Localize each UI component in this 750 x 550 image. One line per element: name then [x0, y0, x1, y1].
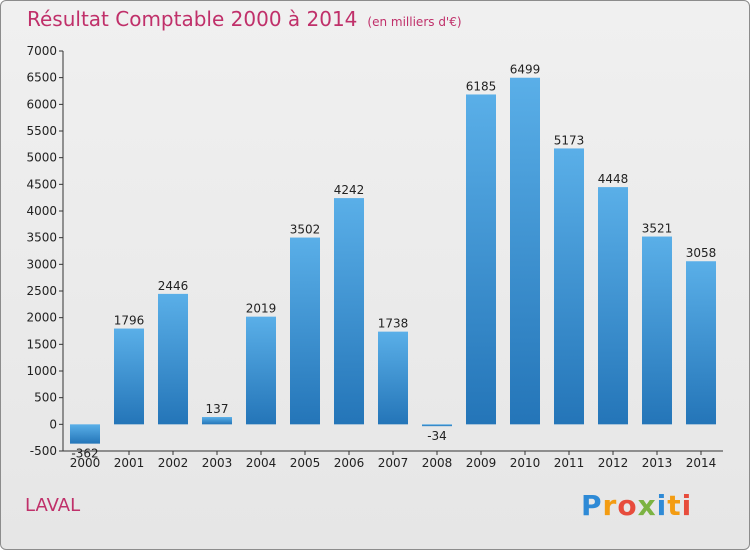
x-tick-label-2001: 2001	[114, 456, 145, 470]
value-label-2008: -34	[427, 429, 447, 443]
y-tick-label: -500	[30, 444, 57, 458]
bar-2005	[290, 237, 320, 425]
chart-subtitle: (en milliers d'€)	[367, 15, 462, 29]
y-tick-label: 2000	[26, 311, 57, 325]
value-label-2003: 137	[206, 402, 229, 416]
x-tick-label-2006: 2006	[334, 456, 365, 470]
x-tick-label-2014: 2014	[686, 456, 717, 470]
y-tick-label: 3500	[26, 231, 57, 245]
value-label-2007: 1738	[378, 317, 409, 331]
bar-2000	[70, 424, 100, 444]
bar-2008	[422, 424, 452, 427]
x-tick-label-2002: 2002	[158, 456, 189, 470]
value-label-2013: 3521	[642, 222, 673, 236]
x-tick-label-2013: 2013	[642, 456, 673, 470]
y-tick-label: 4500	[26, 177, 57, 191]
y-tick-label: 5000	[26, 151, 57, 165]
y-tick-label: 3000	[26, 257, 57, 271]
bar-2001	[114, 328, 144, 425]
y-tick-label: 1500	[26, 337, 57, 351]
x-tick-label-2005: 2005	[290, 456, 321, 470]
y-tick-label: 2500	[26, 284, 57, 298]
bar-2009	[466, 94, 496, 425]
value-label-2012: 4448	[598, 172, 629, 186]
x-tick-label-2010: 2010	[510, 456, 541, 470]
y-tick-label: 0	[49, 417, 57, 431]
bar-2010	[510, 77, 540, 425]
place-name: LAVAL	[25, 495, 81, 516]
y-tick-label: 4000	[26, 204, 57, 218]
bar-2014	[686, 261, 716, 425]
y-tick-label: 6500	[26, 71, 57, 85]
y-tick-label: 500	[34, 391, 57, 405]
bar-2002	[158, 293, 188, 425]
value-label-2011: 5173	[554, 133, 585, 147]
bar-2013	[642, 236, 672, 425]
x-tick-label-2004: 2004	[246, 456, 277, 470]
x-tick-label-2007: 2007	[378, 456, 409, 470]
brand-letter: i	[656, 489, 668, 522]
bar-2006	[334, 198, 364, 425]
x-tick-label-2011: 2011	[554, 456, 585, 470]
x-tick-label-2008: 2008	[422, 456, 453, 470]
value-label-2005: 3502	[290, 223, 321, 237]
value-label-2009: 6185	[466, 79, 497, 93]
brand-letter: x	[637, 489, 657, 522]
value-label-2001: 1796	[114, 314, 145, 328]
value-label-2002: 2446	[158, 279, 189, 293]
brand-letter: o	[617, 489, 638, 522]
bar-2007	[378, 331, 408, 425]
brand-letter: i	[681, 489, 693, 522]
x-tick-label-2003: 2003	[202, 456, 233, 470]
y-tick-label: 5500	[26, 124, 57, 138]
brand-letter: r	[602, 489, 618, 522]
bar-2012	[598, 187, 628, 425]
value-label-2004: 2019	[246, 302, 277, 316]
brand-logo: Proxiti	[581, 489, 692, 522]
chart-title: Résultat Comptable 2000 à 2014 (en millie…	[27, 7, 462, 31]
brand-letter: t	[667, 489, 682, 522]
y-tick-label: 7000	[26, 44, 57, 58]
y-tick-label: 1000	[26, 364, 57, 378]
chart-title-text: Résultat Comptable 2000 à 2014	[27, 7, 358, 31]
value-label-2014: 3058	[686, 246, 717, 260]
bar-2011	[554, 148, 584, 425]
x-tick-label-2009: 2009	[466, 456, 497, 470]
x-tick-label-2000: 2000	[70, 456, 101, 470]
bar-2003	[202, 417, 232, 425]
bar-2004	[246, 316, 276, 425]
brand-letter: P	[581, 489, 603, 522]
value-label-2006: 4242	[334, 183, 365, 197]
y-tick-label: 6000	[26, 97, 57, 111]
x-tick-label-2012: 2012	[598, 456, 629, 470]
value-label-2010: 6499	[510, 63, 541, 77]
